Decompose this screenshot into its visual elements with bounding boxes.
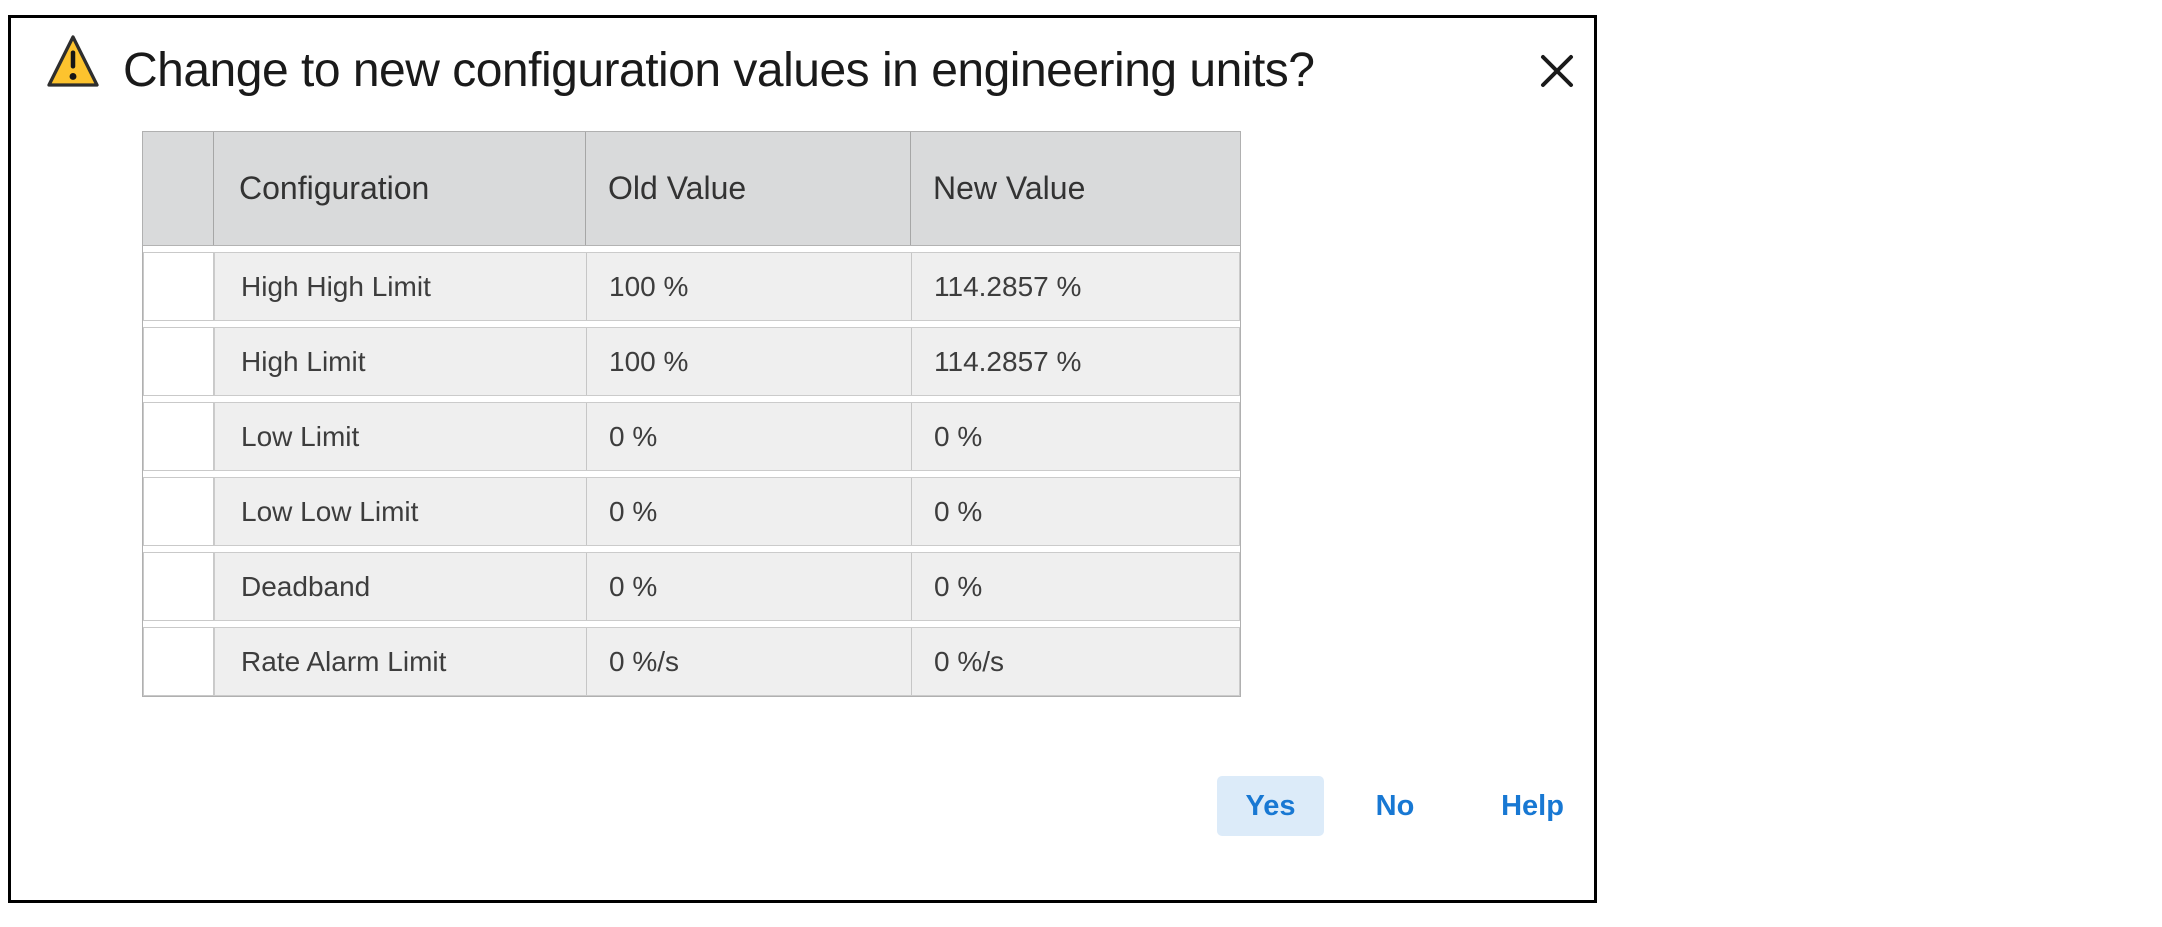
old-value-cell: 0 % — [586, 553, 911, 620]
dialog-title: Change to new configuration values in en… — [123, 43, 1315, 97]
configuration-cell: Rate Alarm Limit — [241, 645, 447, 677]
column-header-old-value: Old Value — [586, 132, 911, 245]
close-button[interactable] — [1527, 42, 1587, 100]
new-value-cell: 114.2857 % — [911, 253, 1239, 320]
row-selector[interactable] — [143, 327, 214, 396]
table-row: High High Limit 100 % 114.2857 % — [143, 252, 1240, 321]
confirmation-dialog: Change to new configuration values in en… — [8, 15, 1597, 903]
configuration-cell: Deadband — [241, 570, 371, 602]
close-icon — [1541, 55, 1573, 87]
table-row: Low Low Limit 0 % 0 % — [143, 477, 1240, 546]
column-header-configuration: Configuration — [214, 132, 586, 245]
new-value-cell: 0 % — [911, 403, 1239, 470]
new-value-cell: 0 % — [911, 478, 1239, 545]
row-selector[interactable] — [143, 627, 214, 696]
configuration-cell: High High Limit — [241, 270, 431, 302]
row-selector[interactable] — [143, 552, 214, 621]
no-button[interactable]: No — [1345, 776, 1445, 836]
configuration-cell: Low Low Limit — [241, 495, 419, 527]
row-selector[interactable] — [143, 252, 214, 321]
table-row: Rate Alarm Limit 0 %/s 0 %/s — [143, 627, 1240, 696]
warning-icon — [47, 35, 99, 87]
new-value-cell: 114.2857 % — [911, 328, 1239, 395]
row-selector[interactable] — [143, 477, 214, 546]
table-header-row: Configuration Old Value New Value — [143, 132, 1240, 246]
configuration-cell: Low Limit — [241, 420, 360, 452]
column-header-new-value: New Value — [933, 170, 1086, 206]
old-value-cell: 100 % — [586, 328, 911, 395]
new-value-cell: 0 % — [911, 553, 1239, 620]
config-table-body: High High Limit 100 % 114.2857 % High Li… — [143, 252, 1240, 702]
help-button[interactable]: Help — [1475, 776, 1590, 836]
old-value-cell: 100 % — [586, 253, 911, 320]
yes-button[interactable]: Yes — [1217, 776, 1324, 836]
row-selector[interactable] — [143, 402, 214, 471]
table-row: Deadband 0 % 0 % — [143, 552, 1240, 621]
new-value-cell: 0 %/s — [911, 628, 1239, 695]
table-row: High Limit 100 % 114.2857 % — [143, 327, 1240, 396]
config-table: Configuration Old Value New Value High H… — [142, 131, 1241, 697]
configuration-cell: High Limit — [241, 345, 366, 377]
column-header-selector — [143, 132, 214, 245]
old-value-cell: 0 % — [586, 478, 911, 545]
old-value-cell: 0 %/s — [586, 628, 911, 695]
old-value-cell: 0 % — [586, 403, 911, 470]
table-row: Low Limit 0 % 0 % — [143, 402, 1240, 471]
